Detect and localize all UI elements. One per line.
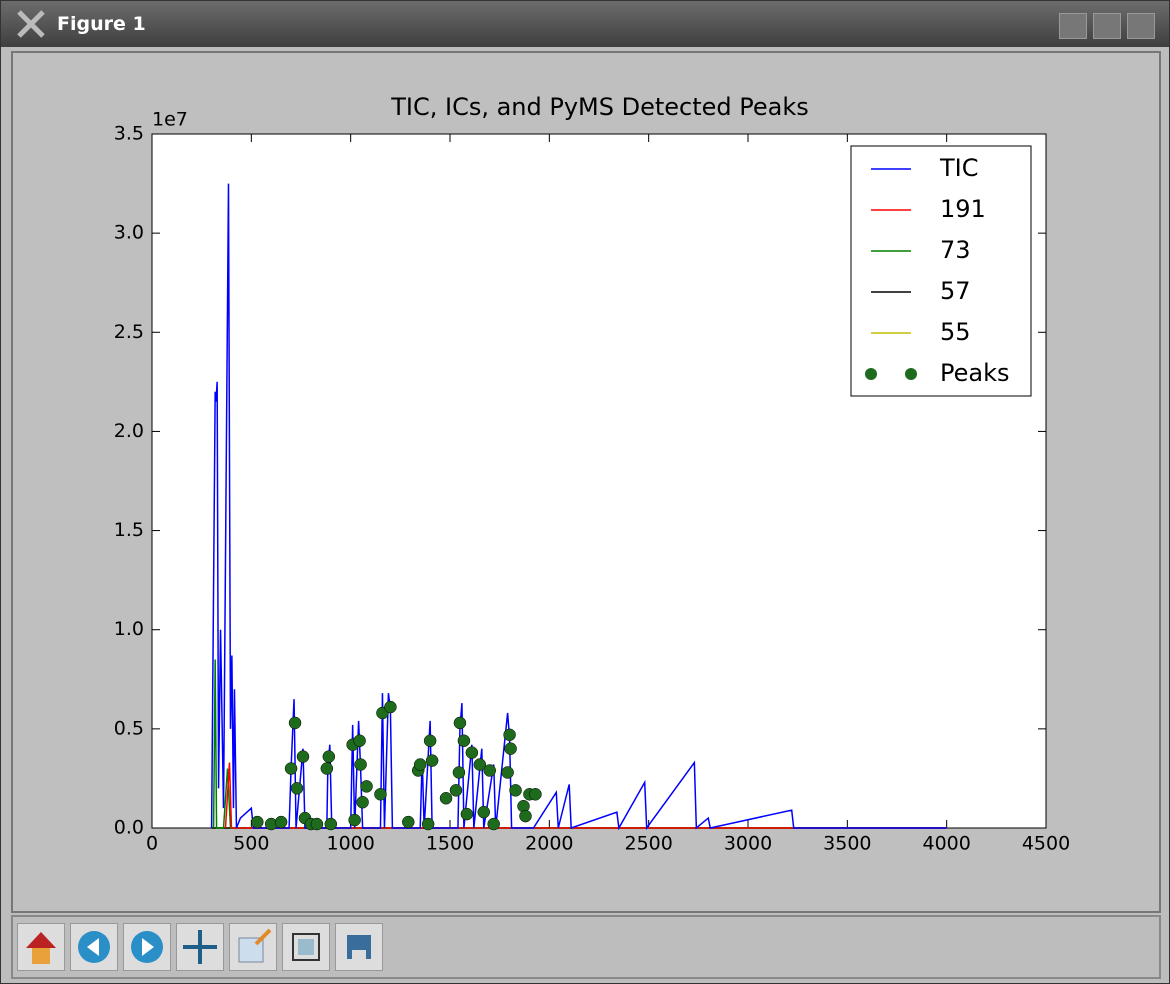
- legend-marker: [865, 368, 877, 380]
- peak-marker: [453, 716, 467, 730]
- peak-marker: [251, 815, 264, 829]
- legend-marker: [905, 368, 917, 380]
- peak-marker: [322, 750, 336, 763]
- legend-label: Peaks: [940, 359, 1010, 387]
- peak-marker: [465, 746, 479, 759]
- x-tick-label: 2000: [525, 833, 573, 855]
- line-series: [210, 183, 947, 831]
- subplots-button[interactable]: [282, 923, 330, 971]
- legend-box: [850, 145, 1032, 397]
- peak-marker: [452, 766, 466, 779]
- peak-marker: [473, 758, 487, 771]
- close-button[interactable]: [1127, 13, 1155, 39]
- y-tick-label: 0.0: [114, 817, 144, 839]
- peak-marker: [425, 754, 439, 767]
- peak-marker: [290, 782, 304, 795]
- y-tick-label: 3.0: [114, 222, 144, 244]
- peak-marker: [356, 795, 369, 809]
- peak-marker: [477, 805, 491, 819]
- zoom-button[interactable]: [229, 923, 277, 971]
- legend-label: 191: [940, 195, 986, 223]
- peak-marker: [296, 750, 310, 763]
- peak-marker: [353, 734, 366, 748]
- forward-button[interactable]: [123, 923, 171, 971]
- peak-marker: [460, 807, 474, 821]
- peak-marker: [483, 764, 496, 777]
- x-tick-label: 1500: [426, 833, 474, 855]
- x-tick-label: 3500: [823, 833, 871, 855]
- window-title: Figure 1: [57, 13, 146, 35]
- x-tick-label: 4500: [1022, 833, 1070, 855]
- x-tick-label: 2500: [624, 833, 672, 855]
- peak-marker: [501, 766, 514, 779]
- peak-marker: [457, 734, 471, 748]
- peak-marker: [439, 792, 453, 805]
- peak-marker: [348, 813, 361, 827]
- legend-label: TIC: [939, 154, 979, 182]
- save-button[interactable]: [335, 923, 383, 971]
- y-tick-label: 3.5: [114, 123, 144, 145]
- peak-marker: [487, 817, 500, 831]
- peak-marker: [519, 809, 532, 823]
- peak-marker: [354, 758, 367, 771]
- minimize-button[interactable]: [1059, 13, 1087, 39]
- toolbar: [11, 915, 1161, 979]
- peak-marker: [504, 742, 517, 755]
- peak-marker: [402, 815, 415, 829]
- peak-marker: [503, 728, 516, 742]
- y-tick-label: 2.5: [114, 321, 144, 343]
- app-icon: [17, 10, 45, 38]
- peak-marker: [284, 762, 298, 775]
- peak-marker: [288, 716, 302, 730]
- line-series: [224, 762, 947, 829]
- title-bar: Figure 1: [1, 1, 1169, 47]
- peak-marker: [421, 817, 435, 831]
- peak-marker: [529, 788, 542, 801]
- y-tick-label: 1.5: [114, 519, 144, 541]
- x-tick-label: 1000: [326, 833, 374, 855]
- legend-label: 57: [940, 277, 971, 305]
- maximize-button[interactable]: [1093, 13, 1121, 39]
- x-tick-label: 0: [146, 833, 158, 855]
- line-series: [212, 659, 947, 829]
- back-button[interactable]: [70, 923, 118, 971]
- peak-marker: [423, 734, 437, 748]
- peak-marker: [310, 817, 324, 831]
- peak-marker: [274, 815, 288, 829]
- peak-marker: [384, 700, 397, 714]
- y-offset-label: 1e7: [152, 109, 188, 131]
- x-tick-label: 3000: [724, 833, 772, 855]
- x-tick-label: 500: [233, 833, 269, 855]
- peak-marker: [509, 784, 522, 797]
- legend-label: 55: [940, 318, 971, 346]
- chart-title: TIC, ICs, and PyMS Detected Peaks: [390, 93, 809, 121]
- x-tick-label: 4000: [922, 833, 970, 855]
- home-button[interactable]: [17, 923, 65, 971]
- y-tick-label: 2.0: [114, 420, 144, 442]
- peak-marker: [360, 780, 373, 793]
- peak-marker: [324, 817, 338, 831]
- y-tick-label: 0.5: [114, 717, 144, 739]
- peak-marker: [413, 758, 427, 771]
- y-tick-label: 1.0: [114, 618, 144, 640]
- legend-label: 73: [940, 236, 971, 264]
- peak-marker: [320, 762, 334, 775]
- pan-button[interactable]: [176, 923, 224, 971]
- peak-marker: [374, 788, 387, 801]
- peak-marker: [449, 784, 463, 797]
